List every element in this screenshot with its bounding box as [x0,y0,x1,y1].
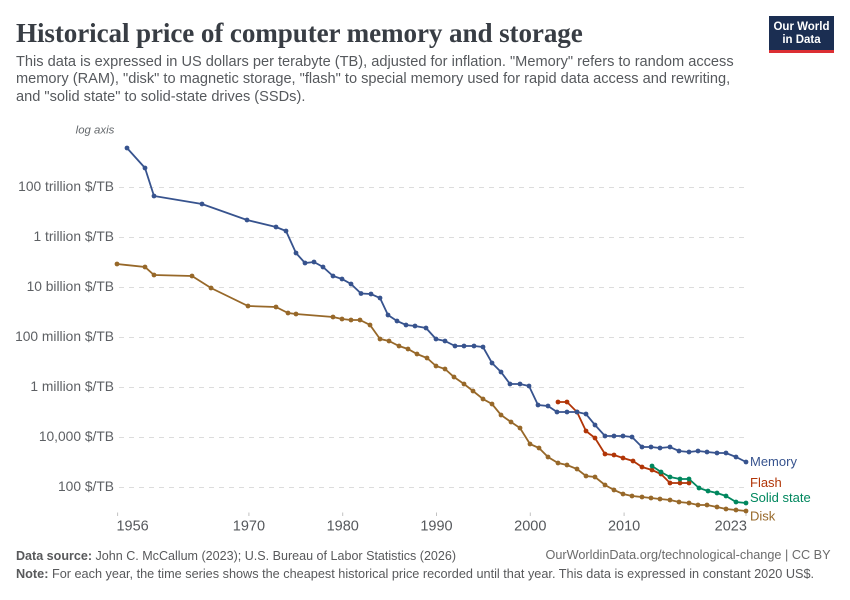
svg-text:100 trillion $/TB: 100 trillion $/TB [18,179,114,194]
svg-text:2010: 2010 [608,519,640,535]
svg-text:1970: 1970 [233,519,265,535]
svg-text:Solid state: Solid state [750,490,811,505]
svg-text:10 billion $/TB: 10 billion $/TB [27,279,114,294]
svg-text:2023: 2023 [715,519,747,535]
svg-text:100 million $/TB: 100 million $/TB [15,329,114,344]
svg-text:log axis: log axis [76,125,115,137]
svg-text:1990: 1990 [420,519,452,535]
svg-text:1956: 1956 [116,519,148,535]
svg-text:Disk: Disk [750,509,776,524]
svg-text:1 million $/TB: 1 million $/TB [30,379,114,394]
svg-text:Memory: Memory [750,454,797,469]
svg-text:10,000 $/TB: 10,000 $/TB [39,429,114,444]
svg-text:Flash: Flash [750,475,782,490]
svg-text:100 $/TB: 100 $/TB [58,479,114,494]
svg-text:1 trillion $/TB: 1 trillion $/TB [33,229,114,244]
svg-text:1980: 1980 [327,519,359,535]
svg-text:2000: 2000 [514,519,546,535]
